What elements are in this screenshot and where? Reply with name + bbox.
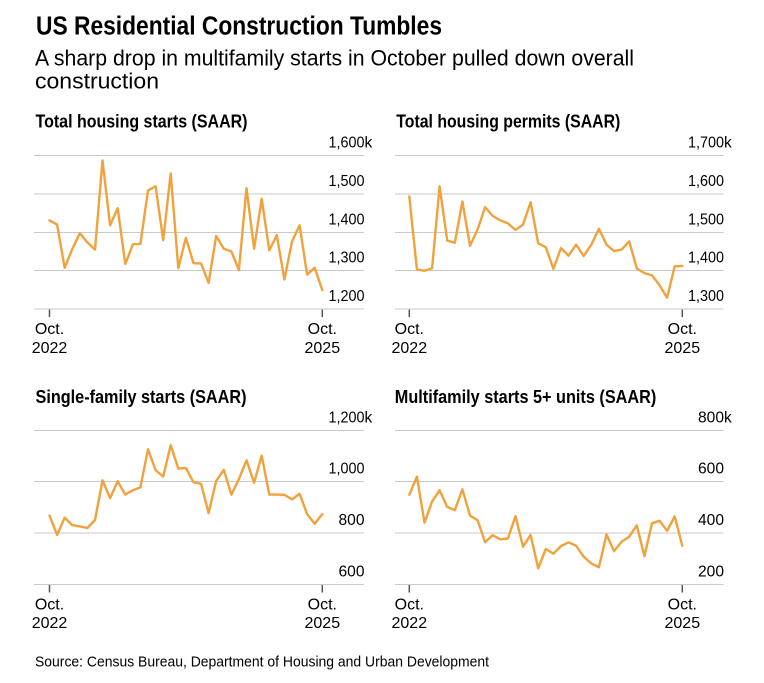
svg-text:k: k xyxy=(724,409,732,426)
svg-text:800: 800 xyxy=(698,409,724,426)
svg-text:Oct.: Oct. xyxy=(308,596,337,613)
svg-text:400: 400 xyxy=(698,512,724,529)
svg-text:1,200: 1,200 xyxy=(329,288,365,305)
svg-text:1,300: 1,300 xyxy=(688,288,724,305)
svg-text:Oct.: Oct. xyxy=(35,321,64,338)
svg-text:k: k xyxy=(365,409,373,426)
svg-text:A sharp drop in multifamily st: A sharp drop in multifamily starts in Oc… xyxy=(35,46,634,71)
svg-text:200: 200 xyxy=(698,564,724,581)
svg-text:1,200: 1,200 xyxy=(329,409,365,426)
svg-text:1,500: 1,500 xyxy=(329,173,365,190)
svg-text:2025: 2025 xyxy=(665,340,701,357)
svg-text:k: k xyxy=(365,135,373,152)
svg-text:600: 600 xyxy=(339,564,365,581)
svg-text:Total housing starts (SAAR): Total housing starts (SAAR) xyxy=(36,111,248,132)
svg-text:1,400: 1,400 xyxy=(688,250,724,267)
svg-text:k: k xyxy=(724,135,732,152)
svg-text:Oct.: Oct. xyxy=(395,596,424,613)
svg-text:Total housing permits (SAAR): Total housing permits (SAAR) xyxy=(396,111,620,132)
svg-text:1,600: 1,600 xyxy=(688,173,724,190)
svg-text:US Residential Construction Tu: US Residential Construction Tumbles xyxy=(36,13,442,41)
svg-text:2025: 2025 xyxy=(305,615,341,632)
svg-text:Oct.: Oct. xyxy=(308,321,337,338)
svg-text:Multifamily starts 5+ units (S: Multifamily starts 5+ units (SAAR) xyxy=(395,386,657,407)
svg-text:2025: 2025 xyxy=(305,340,341,357)
svg-text:2022: 2022 xyxy=(32,615,68,632)
svg-text:1,000: 1,000 xyxy=(329,461,365,478)
svg-text:1,600: 1,600 xyxy=(329,135,365,152)
svg-text:2022: 2022 xyxy=(392,615,428,632)
svg-text:Oct.: Oct. xyxy=(668,596,697,613)
svg-text:Oct.: Oct. xyxy=(35,596,64,613)
svg-text:2022: 2022 xyxy=(32,340,68,357)
svg-text:1,400: 1,400 xyxy=(329,211,365,228)
svg-text:1,500: 1,500 xyxy=(688,211,724,228)
svg-text:800: 800 xyxy=(339,512,365,529)
svg-text:Source: Census Bureau, Departm: Source: Census Bureau, Department of Hou… xyxy=(35,654,489,670)
svg-text:Oct.: Oct. xyxy=(395,321,424,338)
svg-text:Single-family starts (SAAR): Single-family starts (SAAR) xyxy=(36,386,247,407)
svg-text:1,700: 1,700 xyxy=(688,135,724,152)
svg-text:2022: 2022 xyxy=(392,340,428,357)
svg-text:600: 600 xyxy=(698,461,724,478)
svg-text:1,300: 1,300 xyxy=(329,250,365,267)
svg-text:construction: construction xyxy=(35,69,159,94)
svg-text:Oct.: Oct. xyxy=(668,321,697,338)
svg-text:2025: 2025 xyxy=(665,615,701,632)
